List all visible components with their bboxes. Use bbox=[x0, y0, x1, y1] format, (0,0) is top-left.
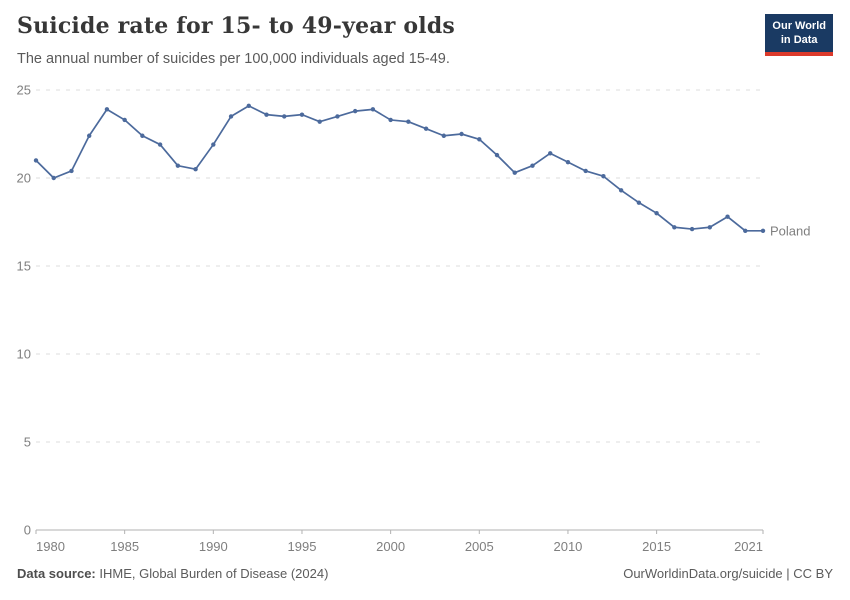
data-point[interactable] bbox=[104, 107, 110, 112]
x-tick-label: 2010 bbox=[553, 539, 582, 554]
data-point[interactable] bbox=[636, 200, 642, 205]
y-tick-label: 15 bbox=[17, 259, 31, 274]
y-tick-label: 25 bbox=[17, 83, 31, 98]
data-point[interactable] bbox=[672, 225, 677, 230]
page-title: Suicide rate for 15- to 49-year olds bbox=[17, 13, 456, 39]
data-point[interactable] bbox=[583, 168, 588, 174]
data-point[interactable] bbox=[530, 163, 535, 168]
x-tick-label: 1990 bbox=[199, 539, 228, 554]
data-point[interactable] bbox=[494, 152, 500, 158]
owid-logo: Our World in Data bbox=[765, 14, 833, 56]
data-point[interactable] bbox=[51, 175, 56, 181]
data-source-label: Data source: bbox=[17, 566, 96, 581]
data-point[interactable] bbox=[760, 228, 766, 233]
data-point[interactable] bbox=[157, 142, 163, 147]
y-tick-label: 0 bbox=[24, 523, 31, 538]
data-point[interactable] bbox=[565, 159, 571, 165]
data-point[interactable] bbox=[69, 168, 74, 174]
x-tick-label: 1985 bbox=[110, 539, 139, 554]
x-tick-label: 2005 bbox=[465, 539, 494, 554]
data-point[interactable] bbox=[459, 131, 464, 137]
y-tick-label: 20 bbox=[17, 171, 31, 186]
x-tick-label: 2021 bbox=[734, 539, 763, 554]
data-point[interactable] bbox=[140, 133, 145, 138]
data-point[interactable] bbox=[601, 174, 606, 179]
data-point[interactable] bbox=[33, 158, 39, 163]
data-source-value: IHME, Global Burden of Disease (2024) bbox=[95, 566, 329, 581]
owid-logo-line1: Our World bbox=[772, 20, 826, 32]
data-point[interactable] bbox=[477, 137, 482, 142]
data-point[interactable] bbox=[264, 112, 269, 117]
chart-subtitle: The annual number of suicides per 100,00… bbox=[17, 51, 450, 67]
x-tick-label: 2015 bbox=[642, 539, 671, 554]
data-point[interactable] bbox=[548, 151, 553, 156]
data-point[interactable] bbox=[299, 112, 305, 117]
data-point[interactable] bbox=[423, 126, 429, 131]
data-point[interactable] bbox=[707, 225, 713, 230]
owid-logo-line2: in Data bbox=[780, 33, 818, 46]
data-point[interactable] bbox=[228, 114, 234, 119]
chart-footer: Data source: IHME, Global Burden of Dise… bbox=[17, 566, 833, 581]
data-line bbox=[35, 104, 764, 232]
credit-link[interactable]: OurWorldinData.org/suicide | CC BY bbox=[623, 566, 833, 581]
data-point[interactable] bbox=[512, 170, 517, 175]
series-label[interactable]: Poland bbox=[770, 223, 810, 238]
y-tick-label: 5 bbox=[24, 435, 31, 450]
data-point[interactable] bbox=[725, 214, 730, 219]
data-point[interactable] bbox=[441, 133, 447, 138]
data-point[interactable] bbox=[317, 119, 322, 124]
data-point[interactable] bbox=[654, 211, 659, 216]
data-point[interactable] bbox=[618, 188, 624, 193]
data-point[interactable] bbox=[211, 142, 216, 147]
data-point[interactable] bbox=[86, 133, 92, 138]
data-point[interactable] bbox=[743, 228, 748, 233]
data-point[interactable] bbox=[406, 119, 411, 124]
data-point[interactable] bbox=[335, 114, 340, 119]
data-point[interactable] bbox=[193, 167, 198, 172]
x-tick-label: 1980 bbox=[36, 539, 65, 554]
data-point[interactable] bbox=[370, 107, 376, 112]
data-point[interactable] bbox=[689, 226, 695, 232]
x-tick-label: 1995 bbox=[288, 539, 317, 554]
data-source-note: Data source: IHME, Global Burden of Dise… bbox=[17, 566, 328, 581]
data-point[interactable] bbox=[122, 117, 127, 123]
data-point[interactable] bbox=[282, 114, 287, 119]
data-point[interactable] bbox=[388, 117, 393, 123]
data-point[interactable] bbox=[352, 108, 358, 114]
y-tick-label: 10 bbox=[17, 347, 31, 362]
x-tick-label: 2000 bbox=[376, 539, 405, 554]
data-point[interactable] bbox=[246, 103, 251, 109]
data-point[interactable] bbox=[175, 163, 181, 168]
